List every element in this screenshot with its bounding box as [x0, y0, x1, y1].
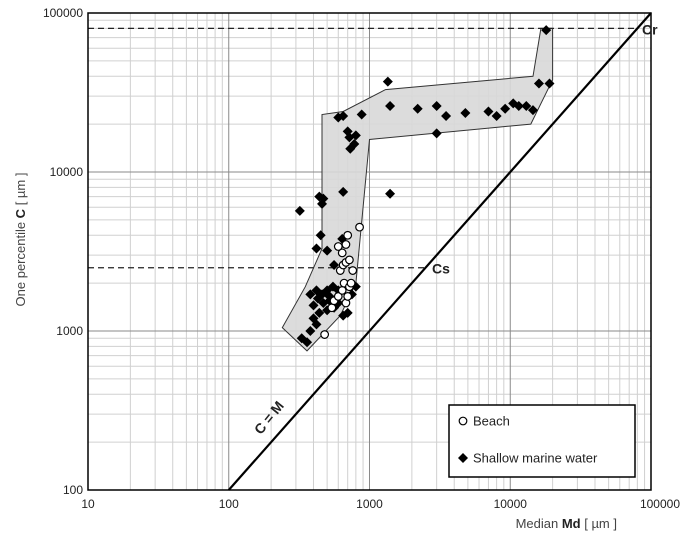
plot-frame — [87, 12, 652, 491]
cr-line-label: Cr — [642, 21, 658, 37]
marine-point — [350, 130, 361, 141]
c-equals-m-line — [227, 12, 652, 491]
x-axis-label: Median Md [ µm ] — [516, 516, 617, 531]
marine-point — [345, 143, 356, 154]
marine-point — [305, 326, 316, 336]
marine-point — [302, 337, 313, 348]
y-tick-label: 100 — [63, 483, 83, 497]
marine-point — [521, 101, 532, 112]
marine-point — [500, 103, 511, 114]
marine-point — [382, 76, 393, 87]
marine-point — [294, 205, 305, 216]
marine-point — [431, 101, 442, 112]
beach-point — [346, 278, 356, 288]
marine-point — [305, 289, 316, 300]
x-tick-label: 100 — [219, 497, 239, 511]
x-tick-labels: 10 100 1000 10000 100000 — [81, 497, 680, 511]
y-tick-labels: 100 1000 10000 100000 — [43, 6, 83, 497]
cs-line-label: Cs — [432, 261, 450, 277]
marine-point — [412, 103, 423, 114]
beach-point — [355, 222, 364, 232]
marine-point — [483, 106, 494, 117]
marine-point — [544, 78, 555, 89]
data-points — [294, 25, 555, 348]
marine-point — [513, 101, 524, 112]
beach-point — [343, 292, 353, 301]
y-tick-label: 100000 — [43, 6, 83, 20]
beach-point — [320, 330, 330, 339]
x-tick-label: 100000 — [640, 497, 680, 511]
marine-point — [314, 307, 325, 318]
marine-point — [431, 128, 442, 139]
legend-label: Beach — [473, 414, 510, 429]
legend-box — [448, 404, 636, 478]
legend-beach-marker — [458, 416, 468, 426]
marine-point — [441, 111, 452, 122]
marine-point — [356, 109, 367, 120]
marine-point — [322, 245, 333, 256]
marine-point — [338, 310, 349, 321]
marine-point — [342, 126, 353, 137]
beach-point — [333, 292, 343, 301]
beach-point — [348, 266, 358, 275]
marine-point — [308, 300, 319, 311]
marine-point — [318, 193, 329, 204]
marine-point — [533, 78, 544, 89]
marine-point — [541, 25, 552, 36]
x-tick-label: 10 — [81, 497, 95, 511]
legend: Beach Shallow marine water — [448, 404, 636, 478]
marine-point — [491, 111, 502, 122]
marine-point — [460, 108, 471, 119]
marine-point — [311, 285, 322, 296]
y-tick-label: 1000 — [56, 324, 83, 338]
legend-marine-marker — [458, 453, 468, 463]
y-tick-label: 10000 — [50, 165, 84, 179]
marine-point — [338, 111, 349, 122]
marine-point — [385, 101, 396, 112]
beach-point — [333, 242, 343, 251]
reference-lines — [88, 12, 652, 491]
beach-point — [341, 240, 351, 249]
marine-point — [311, 243, 322, 254]
marine-point — [385, 188, 396, 199]
beach-point — [345, 255, 354, 265]
y-axis-label: One percentile C [ µm ] — [13, 173, 28, 307]
marine-point — [527, 105, 538, 116]
marine-point — [338, 186, 349, 197]
legend-label: Shallow marine water — [473, 451, 598, 466]
x-tick-label: 10000 — [494, 497, 528, 511]
beach-point — [337, 248, 347, 258]
marine-point — [329, 260, 340, 271]
marine-point — [315, 230, 326, 241]
beach-point — [343, 230, 353, 240]
marine-point — [311, 319, 322, 330]
x-tick-label: 1000 — [356, 497, 383, 511]
